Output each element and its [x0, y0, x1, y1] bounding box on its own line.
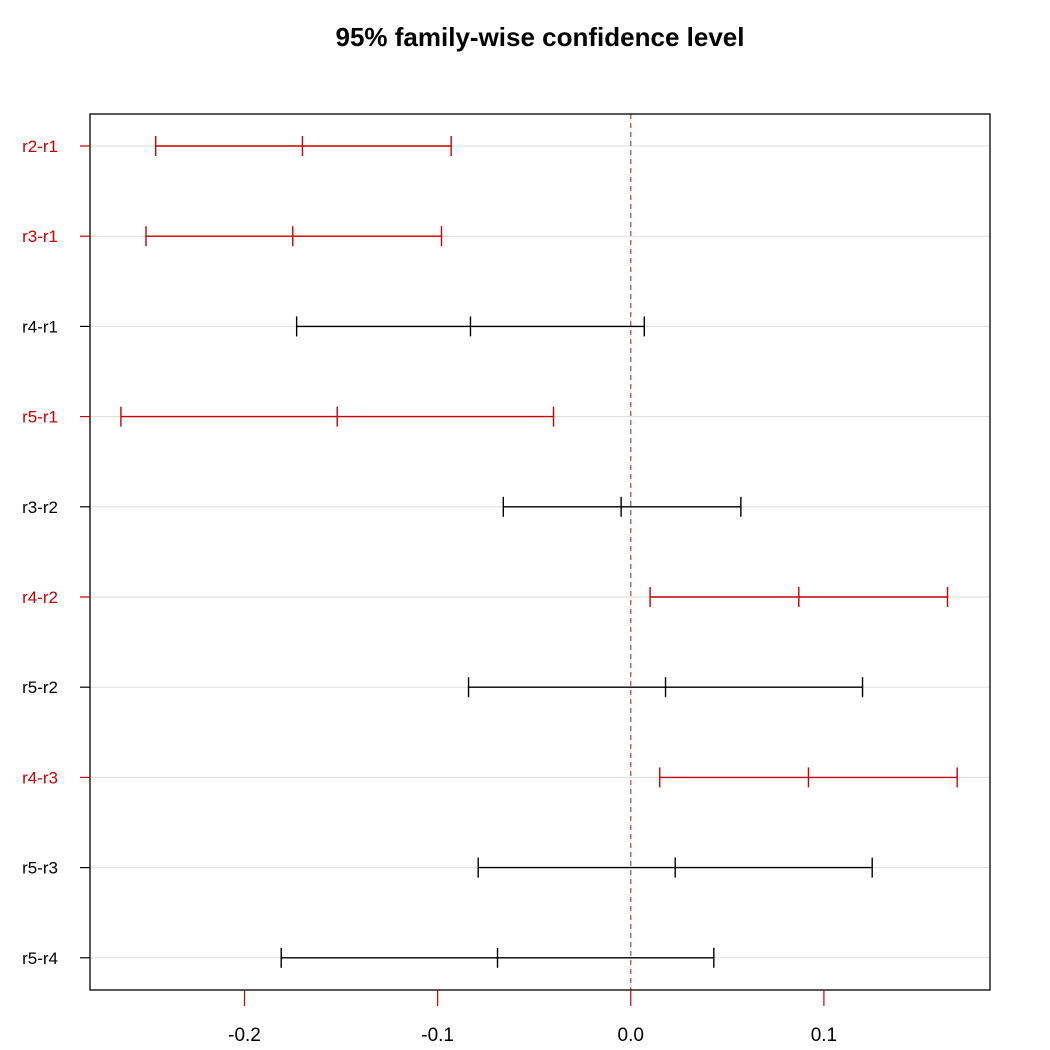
interval-r4-r3 [659, 767, 958, 788]
confidence-intervals [120, 136, 958, 968]
y-tick-label: r4-r3 [22, 768, 58, 787]
y-tick-label: r3-r1 [22, 227, 58, 246]
interval-r5-r4 [280, 947, 715, 968]
interval-r3-r2 [502, 496, 742, 517]
y-axis: r2-r1 r3-r1 r4-r1 r5-r1 r3-r2 r4-r2 r5-r2 r4-r3… [22, 137, 90, 968]
x-tick-label: -0.2 [228, 1025, 261, 1046]
interval-r4-r1 [295, 316, 645, 337]
interval-r2-r1 [154, 136, 452, 156]
chart-title: 95% family-wise confidence level [335, 22, 745, 52]
y-tick-label: r5-r4 [22, 949, 58, 968]
y-tick-label: r5-r1 [22, 408, 58, 427]
interval-r5-r3 [477, 857, 873, 878]
grid-lines [90, 145, 990, 959]
interval-r5-r1 [120, 406, 555, 427]
x-axis: -0.2 -0.1 0.0 0.1 [228, 990, 837, 1046]
x-tick-label: 0.1 [811, 1025, 837, 1046]
interval-r5-r2 [467, 677, 864, 698]
y-tick-label: r4-r1 [22, 317, 58, 336]
interval-r4-r2 [649, 587, 949, 607]
x-tick-label: 0.0 [618, 1025, 644, 1046]
y-tick-label: r2-r1 [22, 137, 58, 156]
y-tick-label: r5-r3 [22, 859, 58, 878]
x-tick-label: -0.1 [421, 1025, 454, 1046]
interval-r3-r1 [145, 226, 443, 247]
plot-frame [89, 113, 991, 991]
y-tick-label: r4-r2 [22, 588, 58, 607]
y-tick-label: r5-r2 [22, 678, 58, 697]
y-tick-label: r3-r2 [22, 498, 58, 517]
